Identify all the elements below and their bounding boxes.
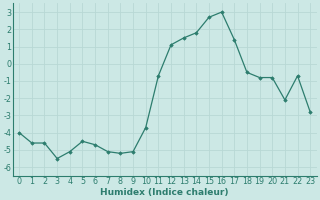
X-axis label: Humidex (Indice chaleur): Humidex (Indice chaleur) (100, 188, 229, 197)
